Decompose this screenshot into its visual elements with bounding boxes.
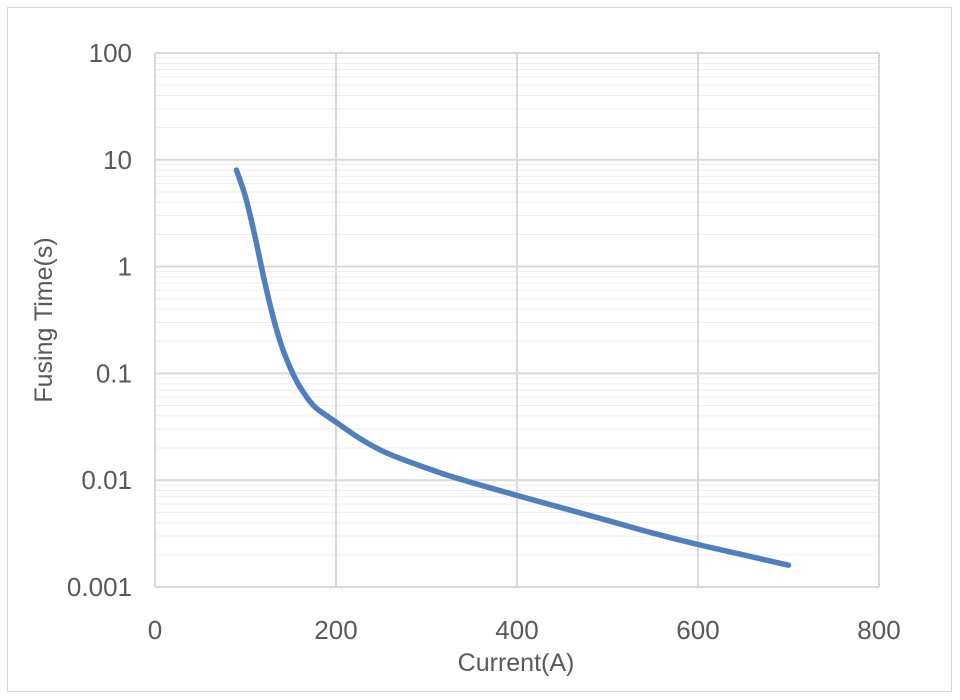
x-tick-label: 800 [857, 615, 900, 645]
series-line [233, 167, 792, 568]
x-tick-label: 0 [148, 615, 162, 645]
y-tick-labels: 0.001 0.01 0.1 1 10 100 [67, 38, 132, 602]
y-tick-label: 100 [89, 38, 132, 68]
y-axis-title: Fusing Time(s) [30, 237, 58, 402]
chart-frame [7, 7, 952, 692]
y-tick-label: 0.1 [96, 358, 132, 388]
y-tick-label: 10 [103, 145, 132, 175]
x-tick-label: 200 [314, 615, 357, 645]
y-tick-label: 1 [118, 252, 132, 282]
major-gridlines [154, 52, 880, 588]
x-axis-title: Current(A) [458, 649, 575, 677]
y-tick-label: 0.001 [67, 572, 132, 602]
x-tick-label: 600 [676, 615, 719, 645]
y-tick-label: 0.01 [81, 465, 132, 495]
series-layer [233, 167, 792, 568]
x-tick-labels: 0 200 400 600 800 [148, 615, 901, 645]
x-tick-label: 400 [495, 615, 538, 645]
